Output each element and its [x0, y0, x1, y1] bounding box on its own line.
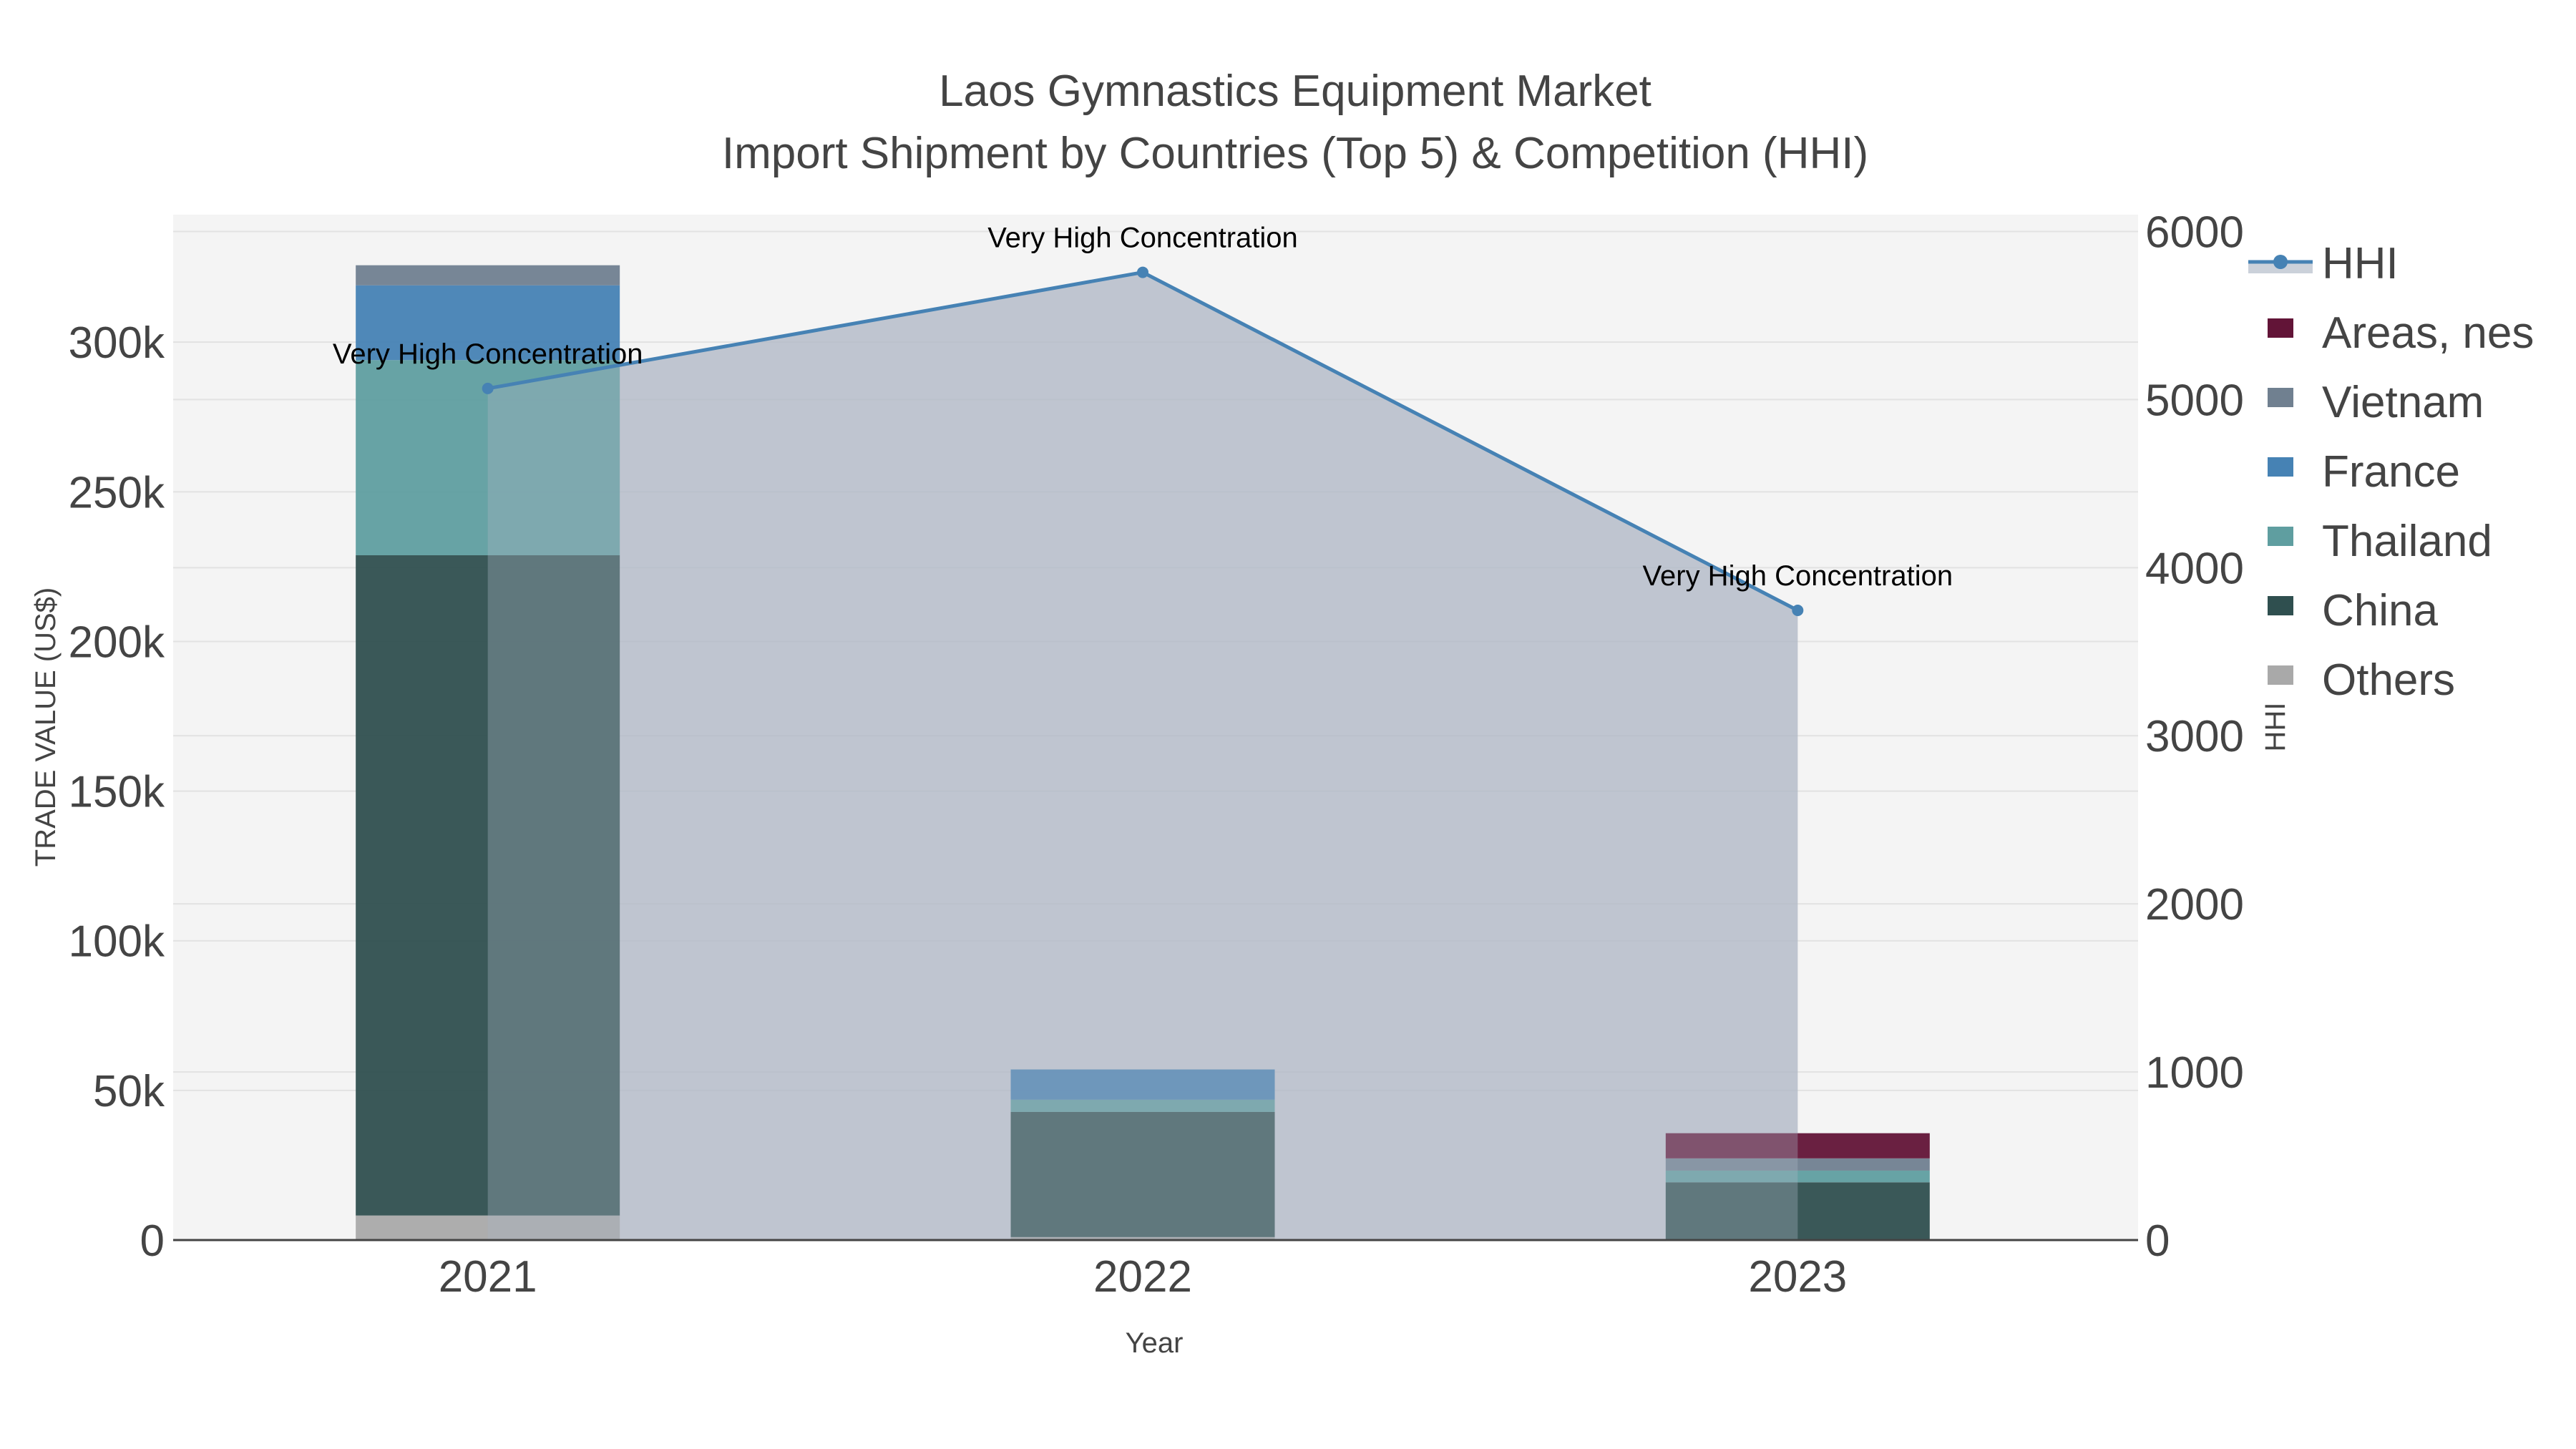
- bar-segment-others[interactable]: [1010, 1236, 1275, 1240]
- hhi-line: [482, 266, 1804, 1240]
- legend-item-thailand[interactable]: Thailand: [2268, 517, 2492, 566]
- y-tick-label: 0: [140, 1216, 165, 1266]
- hhi-area-fill: [487, 272, 1798, 1240]
- y-tick-label: 100k: [69, 917, 165, 967]
- legend-swatch-icon: [2268, 457, 2293, 477]
- y-tick-label: 250k: [69, 468, 165, 517]
- legend-item-areas-nes[interactable]: Areas, nes: [2268, 308, 2534, 358]
- hhi-marker[interactable]: [482, 382, 494, 394]
- legend-item-china[interactable]: China: [2268, 586, 2439, 635]
- y2-axis-title: HHI: [2260, 703, 2291, 752]
- hhi-marker[interactable]: [1137, 266, 1148, 278]
- legend-label: HHI: [2322, 239, 2399, 288]
- x-tick-label: 2023: [1748, 1252, 1847, 1302]
- y2-tick-label: 2000: [2145, 880, 2244, 930]
- y2-axis-ticks: 0 1000 2000 3000 4000 5000 6000: [2145, 208, 2244, 1266]
- bar-segment-france[interactable]: [356, 285, 620, 361]
- bar-segment-areas-nes[interactable]: [1665, 1133, 1930, 1158]
- bar-segment-others[interactable]: [356, 1215, 620, 1240]
- hhi-annotation: Very High Concentration: [333, 338, 643, 370]
- bar-segment-china[interactable]: [1010, 1111, 1275, 1237]
- y-tick-label: 200k: [69, 618, 165, 667]
- hhi-annotations: Very High Concentration Very High Concent…: [333, 223, 1953, 592]
- legend-swatch-icon: [2268, 665, 2293, 685]
- y-axis-ticks: 0 50k 100k 150k 200k 250k 300k: [69, 318, 165, 1266]
- legend-item-vietnam[interactable]: Vietnam: [2268, 378, 2484, 427]
- legend-swatch-icon: [2268, 318, 2293, 338]
- stacked-bars: [356, 265, 1930, 1240]
- x-tick-label: 2021: [439, 1252, 537, 1302]
- y2-tick-label: 5000: [2145, 376, 2244, 425]
- y-tick-label: 50k: [93, 1067, 165, 1116]
- legend-label: Vietnam: [2322, 378, 2484, 427]
- legend-label: Areas, nes: [2322, 308, 2534, 358]
- chart-subtitle: Import Shipment by Countries (Top 5) & C…: [722, 129, 1868, 178]
- bar-segment-vietnam[interactable]: [356, 265, 620, 286]
- legend-label: China: [2322, 586, 2439, 635]
- chart-title: Laos Gymnastics Equipment Market: [939, 67, 1652, 116]
- legend-swatch-icon: [2268, 596, 2293, 615]
- x-axis-ticks: 2021 2022 2023: [439, 1252, 1848, 1302]
- legend-swatch-icon: [2268, 388, 2293, 407]
- legend-item-france[interactable]: France: [2268, 447, 2460, 497]
- legend-item-others[interactable]: Others: [2268, 655, 2455, 705]
- legend: HHI Areas, nes Vietnam France Thailand China O…: [2248, 239, 2534, 705]
- legend-label: Thailand: [2322, 517, 2492, 566]
- hhi-annotation: Very High Concentration: [987, 223, 1298, 254]
- x-tick-label: 2022: [1093, 1252, 1192, 1302]
- hhi-marker[interactable]: [1792, 604, 1804, 616]
- legend-swatch-icon: [2268, 527, 2293, 546]
- y-tick-label: 150k: [69, 768, 165, 817]
- bar-segment-france[interactable]: [1010, 1069, 1275, 1100]
- bar-segment-thailand[interactable]: [1665, 1170, 1930, 1183]
- y-tick-label: 300k: [69, 318, 165, 368]
- y2-tick-label: 1000: [2145, 1048, 2244, 1098]
- bar-segment-china[interactable]: [356, 555, 620, 1216]
- y2-tick-label: 6000: [2145, 208, 2244, 257]
- y2-tick-label: 3000: [2145, 712, 2244, 761]
- legend-marker-icon: [2273, 255, 2288, 269]
- legend-label: Others: [2322, 655, 2455, 705]
- hhi-annotation: Very High Concentration: [1643, 560, 1953, 592]
- hhi-fill-overlay: [487, 272, 1798, 1240]
- hhi-fill: [487, 272, 1798, 1240]
- legend-item-hhi[interactable]: HHI: [2248, 239, 2399, 288]
- legend-label: France: [2322, 447, 2460, 497]
- y-axis-title: TRADE VALUE (US$): [30, 587, 62, 867]
- bar-segment-vietnam[interactable]: [1665, 1158, 1930, 1171]
- bar-segment-thailand[interactable]: [1010, 1099, 1275, 1112]
- x-axis-title: Year: [1126, 1327, 1184, 1359]
- bar-segment-china[interactable]: [1665, 1182, 1930, 1239]
- y2-tick-label: 0: [2145, 1216, 2170, 1266]
- y2-tick-label: 4000: [2145, 544, 2244, 593]
